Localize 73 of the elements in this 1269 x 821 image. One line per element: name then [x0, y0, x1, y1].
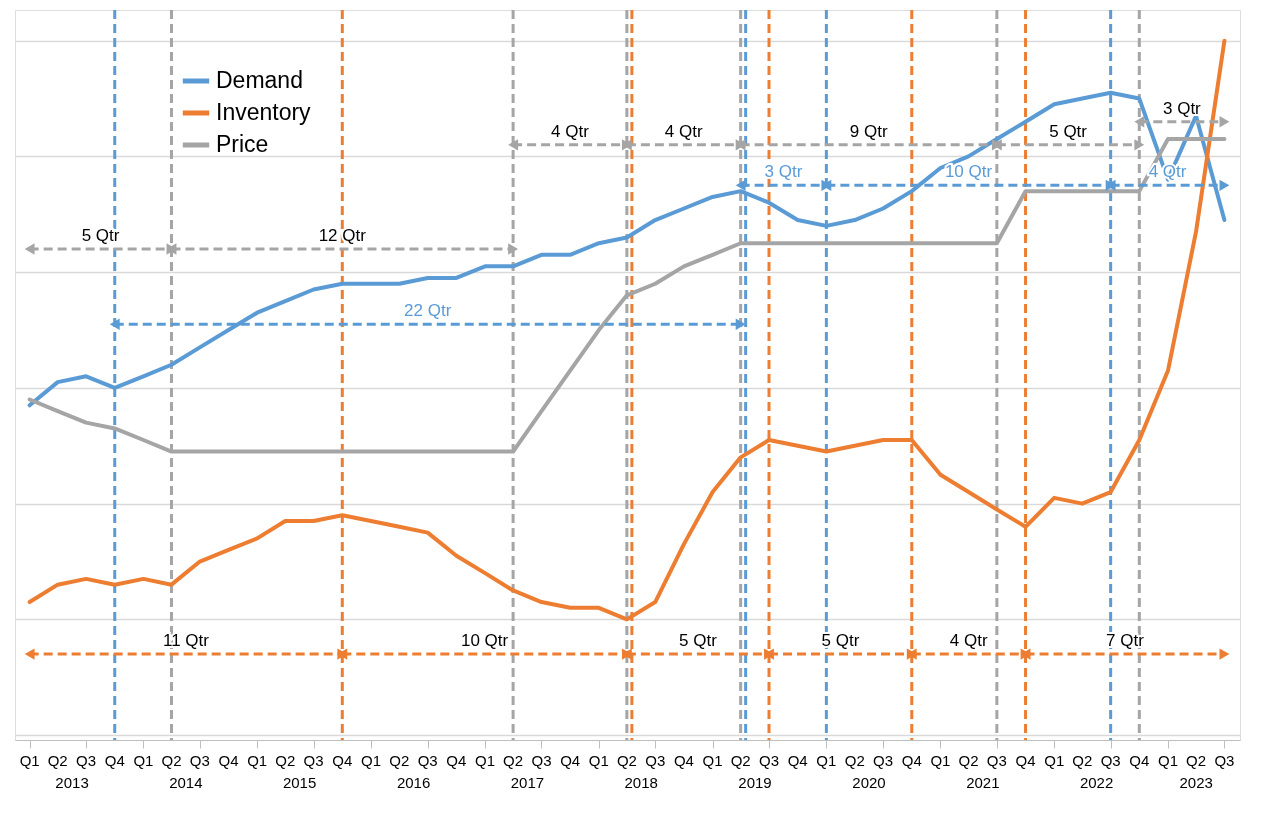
x-tick-label: Q2	[1072, 752, 1093, 769]
x-tick-label: Q3	[76, 752, 97, 769]
x-tick-label: Q2	[1186, 752, 1207, 769]
x-tick-label: Q4	[901, 752, 922, 769]
annotation: 22 Qtr	[404, 301, 452, 321]
legend-label: Demand	[216, 67, 303, 93]
legend-label: Inventory	[216, 99, 312, 125]
x-tick-label: Q1	[1157, 752, 1178, 769]
annotation: 10 Qtr	[460, 631, 509, 651]
x-tick-label: Q1	[475, 752, 496, 769]
annotation: 10 Qtr	[944, 162, 993, 182]
x-tick-label: Q4	[1129, 752, 1150, 769]
text: 2014	[169, 774, 203, 791]
x-tick-label: Q4	[560, 752, 581, 769]
x-tick-label: Q4	[1015, 752, 1036, 769]
x-tick-label: Q1	[930, 752, 951, 769]
x-tick-label: Q3	[873, 752, 894, 769]
x-tick-label: Q2	[389, 752, 410, 769]
annotation: 5 Qtr	[1049, 121, 1088, 141]
text: 2016	[396, 774, 431, 791]
annotation: 7 Qtr	[1106, 631, 1145, 651]
annotation: 5 Qtr	[679, 631, 718, 651]
annotation: 5 Qtr	[821, 631, 860, 651]
text: 2018	[624, 774, 658, 791]
text: 2022	[1079, 774, 1114, 791]
x-tick-label: Q3	[645, 752, 666, 769]
text: 2017	[510, 774, 545, 791]
text: 2020	[852, 774, 886, 791]
x-tick-label: Q1	[702, 752, 723, 769]
annotation: 4 Qtr	[664, 121, 703, 141]
annotation: 11 Qtr	[162, 631, 210, 651]
x-tick-label: Q2	[47, 752, 68, 769]
text: 2013	[55, 774, 89, 791]
legend-label: Price	[216, 131, 269, 157]
x-tick-label: Q3	[1214, 752, 1235, 769]
x-tick-label: Q2	[730, 752, 751, 769]
x-tick-label: Q4	[787, 752, 808, 769]
annotation: 4 Qtr	[551, 121, 590, 141]
x-tick-label: Q2	[958, 752, 979, 769]
x-tick-label: Q3	[1100, 752, 1121, 769]
annotation: 4 Qtr	[949, 631, 988, 651]
x-tick-label: Q1	[360, 752, 381, 769]
text: 2021	[966, 774, 1000, 791]
x-tick-label: Q1	[816, 752, 837, 769]
x-tick-label: Q2	[161, 752, 182, 769]
x-tick-label: Q1	[1044, 752, 1065, 769]
x-tick-label: Q4	[673, 752, 694, 769]
annotation: 3 Qtr	[1162, 98, 1202, 118]
x-tick-label: Q1	[133, 752, 154, 769]
annotation: 9 Qtr	[849, 121, 888, 141]
x-tick-label: Q4	[332, 752, 353, 769]
text: 2015	[282, 774, 317, 791]
x-tick-label: Q3	[986, 752, 1007, 769]
x-tick-label: Q4	[446, 752, 467, 769]
x-tick-label: Q3	[189, 752, 210, 769]
annotation: 3 Qtr	[764, 162, 803, 182]
x-tick-label: Q3	[531, 752, 552, 769]
x-tick-label: Q2	[503, 752, 524, 769]
x-tick-label: Q4	[104, 752, 125, 769]
x-tick-label: Q4	[218, 752, 239, 769]
x-tick-label: Q3	[303, 752, 324, 769]
x-tick-label: Q2	[616, 752, 637, 769]
x-tick-label: Q2	[275, 752, 296, 769]
x-tick-label: Q1	[588, 752, 609, 769]
annotation: 12 Qtr	[318, 226, 367, 246]
x-tick-label: Q1	[19, 752, 40, 769]
x-tick-label: Q3	[417, 752, 438, 769]
x-tick-label: Q1	[247, 752, 268, 769]
text: 2023	[1179, 774, 1213, 791]
x-tick-label: Q2	[844, 752, 865, 769]
text: 2019	[738, 774, 772, 791]
annotation: 5 Qtr	[81, 226, 120, 246]
x-tick-label: Q3	[759, 752, 780, 769]
